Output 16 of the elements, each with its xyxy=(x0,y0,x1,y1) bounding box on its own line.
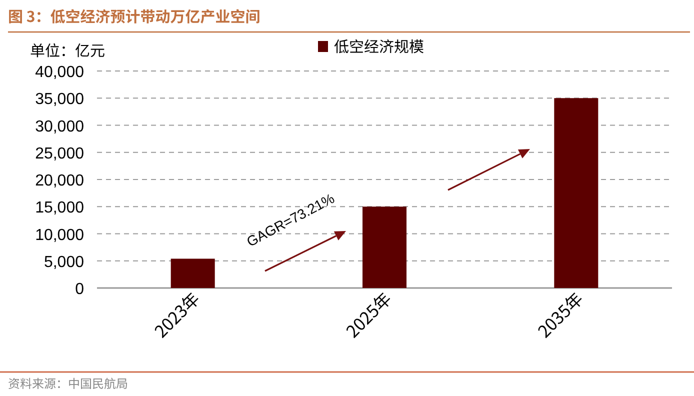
y-tick-label: 35,000 xyxy=(35,91,84,108)
y-tick-label: 10,000 xyxy=(35,226,84,244)
y-axis-title: 单位：亿元 xyxy=(30,40,106,61)
y-tick-label: 5,000 xyxy=(44,254,84,271)
y-tick-label: 15,000 xyxy=(35,200,84,217)
y-tick-label: 25,000 xyxy=(35,145,84,162)
chart-title: 图 3：低空经济预计带动万亿产业空间 xyxy=(8,6,260,27)
y-tick-label: 30,000 xyxy=(35,118,84,136)
text: 资料来源：中国民航局 xyxy=(8,375,128,392)
y-tick-label: 40,000 xyxy=(35,64,84,81)
y-tick-label: 20,000 xyxy=(35,172,84,190)
y-tick-label: 0 xyxy=(75,281,84,298)
bar xyxy=(554,98,598,288)
bar xyxy=(362,206,406,288)
bar xyxy=(170,258,215,288)
legend-label: 低空经济规模 xyxy=(334,36,424,57)
